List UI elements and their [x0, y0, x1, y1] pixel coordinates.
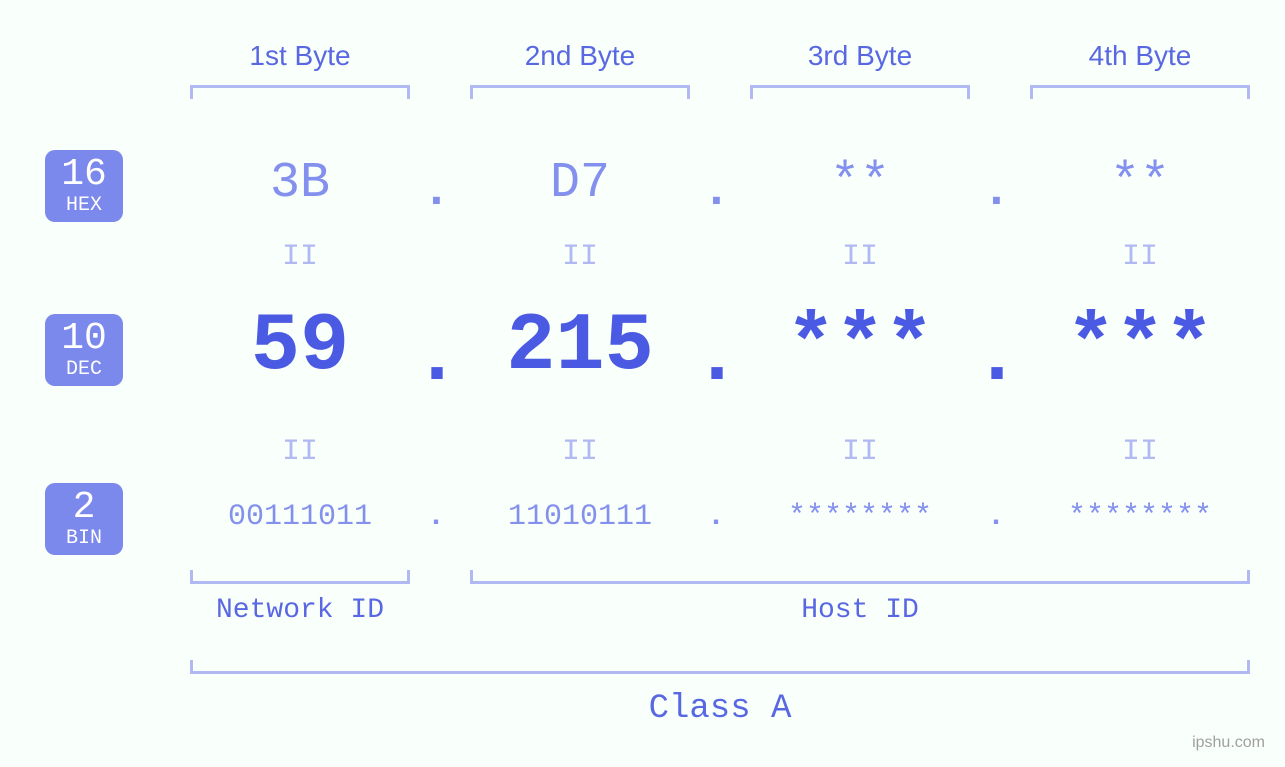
eq-2-4: II — [1020, 435, 1260, 469]
dec-badge-label: DEC — [45, 360, 123, 380]
hex-badge: 16 HEX — [45, 150, 123, 222]
class-label: Class A — [190, 690, 1250, 728]
bin-dot-3: . — [987, 500, 1005, 534]
bin-b4: ******** — [1020, 500, 1260, 534]
dec-dot-1: . — [413, 313, 461, 404]
hex-b4: ** — [1020, 155, 1260, 212]
bracket-network — [190, 570, 410, 584]
byte-header-3: 3rd Byte — [740, 40, 980, 72]
host-id-label: Host ID — [470, 595, 1250, 626]
bin-badge: 2 BIN — [45, 483, 123, 555]
hex-b1: 3B — [180, 155, 420, 212]
eq-2-2: II — [460, 435, 700, 469]
byte-header-2: 2nd Byte — [460, 40, 700, 72]
hex-b2: D7 — [460, 155, 700, 212]
bin-badge-num: 2 — [45, 489, 123, 527]
eq-1-2: II — [460, 240, 700, 274]
bracket-byte1 — [190, 85, 410, 99]
hex-badge-num: 16 — [45, 156, 123, 194]
hex-badge-label: HEX — [45, 196, 123, 216]
dec-badge-num: 10 — [45, 320, 123, 358]
byte-header-4: 4th Byte — [1020, 40, 1260, 72]
bracket-byte2 — [470, 85, 690, 99]
hex-dot-2: . — [702, 165, 731, 219]
bracket-byte4 — [1030, 85, 1250, 99]
eq-1-4: II — [1020, 240, 1260, 274]
dec-b3: *** — [740, 300, 980, 393]
dec-b2: 215 — [460, 300, 700, 393]
eq-2-3: II — [740, 435, 980, 469]
bracket-class — [190, 660, 1250, 674]
hex-dot-3: . — [982, 165, 1011, 219]
dec-b4: *** — [1020, 300, 1260, 393]
dec-b1: 59 — [180, 300, 420, 393]
eq-1-3: II — [740, 240, 980, 274]
bin-badge-label: BIN — [45, 529, 123, 549]
bin-dot-1: . — [427, 500, 445, 534]
bin-b3: ******** — [740, 500, 980, 534]
bin-b1: 00111011 — [180, 500, 420, 534]
dec-badge: 10 DEC — [45, 314, 123, 386]
bin-dot-2: . — [707, 500, 725, 534]
bin-b2: 11010111 — [460, 500, 700, 534]
byte-header-1: 1st Byte — [180, 40, 420, 72]
hex-dot-1: . — [422, 165, 451, 219]
network-id-label: Network ID — [190, 595, 410, 626]
eq-1-1: II — [180, 240, 420, 274]
dec-dot-3: . — [973, 313, 1021, 404]
dec-dot-2: . — [693, 313, 741, 404]
watermark: ipshu.com — [1192, 734, 1265, 752]
eq-2-1: II — [180, 435, 420, 469]
bracket-byte3 — [750, 85, 970, 99]
hex-b3: ** — [740, 155, 980, 212]
bracket-host — [470, 570, 1250, 584]
